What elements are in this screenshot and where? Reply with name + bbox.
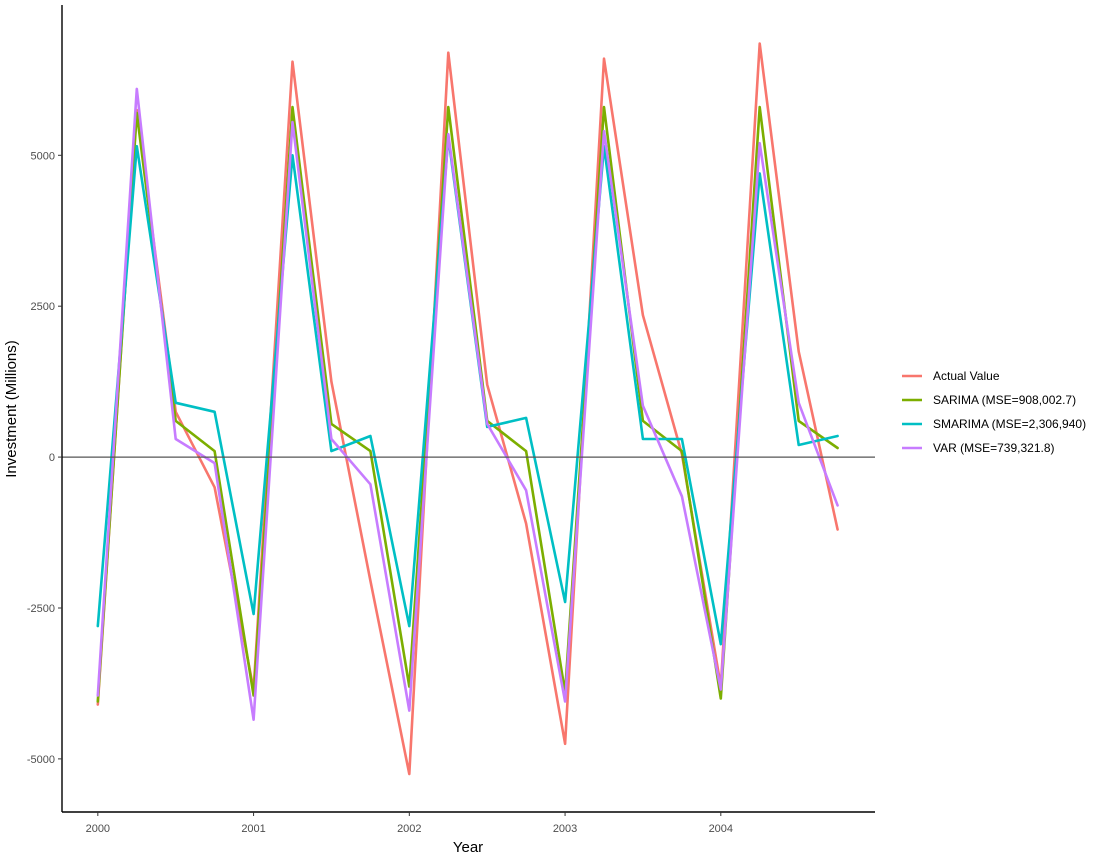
x-tick-label: 2004 xyxy=(709,823,733,835)
legend-label-1: Actual Value xyxy=(933,369,1000,383)
x-tick-label: 2003 xyxy=(553,823,577,835)
plot-area xyxy=(96,42,839,776)
y-axis-title: Investment (Millions) xyxy=(3,340,20,478)
y-tick-label: 5000 xyxy=(31,150,55,162)
series-line-1 xyxy=(96,42,839,776)
x-axis-ticks: 2000 2001 2002 2003 2004 xyxy=(86,812,733,835)
x-axis-title: Year xyxy=(453,839,483,856)
y-tick-label: 2500 xyxy=(31,301,55,313)
x-tick-label: 2002 xyxy=(397,823,421,835)
y-tick-label: -2500 xyxy=(27,603,55,615)
y-tick-label: 0 xyxy=(49,452,55,464)
legend-label-4: VAR (MSE=739,321.8) xyxy=(933,441,1055,455)
legend: Actual Value SARIMA (MSE=908,002.7) SMARIM… xyxy=(902,369,1086,455)
y-axis-ticks: -5000 -2500 0 2500 5000 xyxy=(27,150,62,766)
legend-label-3: SMARIMA (MSE=2,306,940) xyxy=(933,417,1086,431)
x-tick-label: 2000 xyxy=(86,823,110,835)
legend-label-2: SARIMA (MSE=908,002.7) xyxy=(933,393,1076,407)
y-tick-label: -5000 xyxy=(27,754,55,766)
x-tick-label: 2001 xyxy=(241,823,265,835)
series-line-4 xyxy=(96,87,839,722)
